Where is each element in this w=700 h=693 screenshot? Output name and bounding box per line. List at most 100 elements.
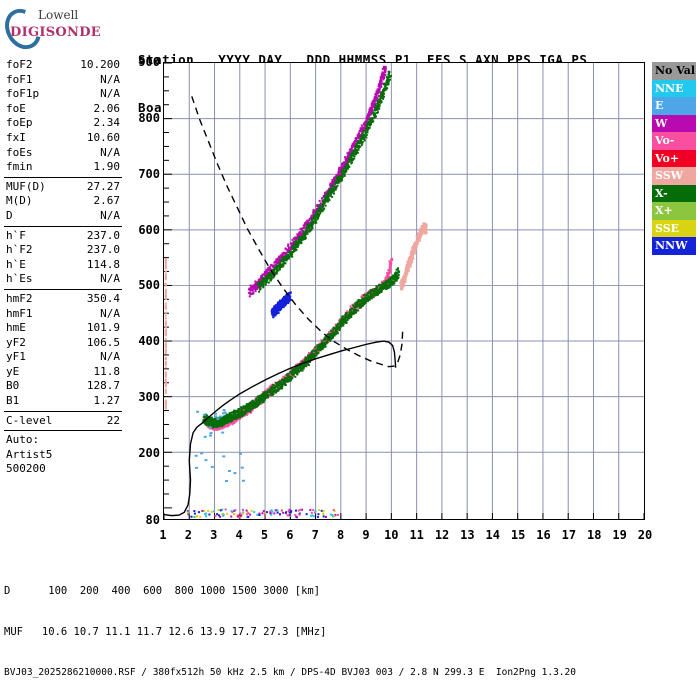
echo-pixel bbox=[389, 79, 391, 81]
echo-pixel bbox=[359, 142, 361, 144]
param-key: fxI bbox=[6, 131, 26, 146]
echo-pixel bbox=[353, 158, 355, 160]
echo-pixel bbox=[283, 262, 285, 264]
echo-pixel bbox=[339, 321, 341, 323]
echo-pixel bbox=[386, 76, 388, 78]
echo-pixel bbox=[317, 217, 319, 219]
param-value: N/A bbox=[100, 73, 120, 88]
echo-pixel bbox=[319, 345, 321, 347]
echo-pixel bbox=[281, 385, 283, 387]
echo-pixel bbox=[218, 422, 220, 424]
echo-pixel bbox=[295, 246, 297, 248]
echo-pixel bbox=[321, 347, 323, 349]
echo-pixel bbox=[355, 309, 357, 311]
param-divider bbox=[4, 411, 122, 412]
echo-pixel bbox=[271, 274, 273, 276]
echo-pixel bbox=[274, 266, 276, 268]
echo-pixel bbox=[294, 248, 296, 250]
echo-pixel bbox=[265, 392, 267, 394]
echo-pixel bbox=[377, 106, 379, 108]
echo-pixel bbox=[294, 372, 296, 374]
echo-pixel bbox=[268, 282, 270, 284]
param-key: D bbox=[6, 209, 13, 224]
echo-pixel bbox=[378, 108, 380, 110]
echo-pixel bbox=[357, 140, 359, 142]
echo-pixel bbox=[242, 414, 244, 416]
echo-pixel bbox=[386, 281, 388, 283]
ionogram-plot-area[interactable] bbox=[163, 62, 645, 520]
param-value: 237.0 bbox=[87, 229, 120, 244]
echo-pixel bbox=[311, 219, 313, 221]
echo-pixel bbox=[260, 288, 262, 290]
echo-pixel bbox=[350, 162, 352, 164]
echo-pixel bbox=[315, 222, 317, 224]
echo-pixel bbox=[338, 167, 340, 169]
echo-pixel bbox=[299, 232, 301, 234]
param-divider bbox=[4, 226, 122, 227]
param-key: h`E bbox=[6, 258, 26, 273]
echo-pixel bbox=[287, 244, 289, 246]
echo-pixel bbox=[376, 286, 378, 288]
echo-pixel bbox=[346, 312, 348, 314]
param-key: foF1 bbox=[6, 73, 33, 88]
echo-pixel bbox=[258, 291, 260, 293]
param-row: foEs N/A bbox=[4, 146, 122, 161]
echo-pixel bbox=[314, 217, 316, 219]
param-key: foEs bbox=[6, 146, 33, 161]
y-axis-tick-label: 80 bbox=[146, 513, 160, 527]
param-value: N/A bbox=[100, 87, 120, 102]
echo-pixel bbox=[384, 71, 386, 73]
echo-pixel bbox=[282, 265, 284, 267]
echo-pixel bbox=[390, 280, 392, 282]
echo-pixel bbox=[338, 329, 340, 331]
echo-pixel bbox=[378, 84, 380, 86]
echo-pixel bbox=[250, 286, 252, 288]
param-key: B1 bbox=[6, 394, 19, 409]
echo-pixel bbox=[293, 243, 295, 245]
echo-pixel bbox=[310, 229, 312, 231]
echo-pixel bbox=[356, 302, 358, 304]
echo-pixel bbox=[373, 117, 375, 119]
param-key: C-level bbox=[6, 414, 52, 429]
echo-pixel bbox=[297, 369, 299, 371]
echo-pixel bbox=[259, 401, 261, 403]
param-value: 350.4 bbox=[87, 292, 120, 307]
echo-pixel bbox=[402, 282, 404, 284]
lowell-digisonde-logo: Lowell DIGISONDE bbox=[6, 6, 126, 48]
param-value: 1.90 bbox=[94, 160, 121, 175]
echo-pixel bbox=[296, 373, 298, 375]
echo-pixel bbox=[288, 373, 290, 375]
echo-pixel bbox=[357, 145, 359, 147]
echo-pixel bbox=[268, 394, 270, 396]
param-key: M(D) bbox=[6, 194, 33, 209]
param-key: foF1p bbox=[6, 87, 39, 102]
echo-pixel bbox=[389, 270, 391, 272]
param-value: N/A bbox=[100, 146, 120, 161]
echo-pixel bbox=[345, 169, 347, 171]
y-axis-tick-label: 800 bbox=[138, 111, 160, 125]
param-key: h`F2 bbox=[6, 243, 33, 258]
echo-pixel bbox=[372, 119, 374, 121]
echo-pixel bbox=[326, 341, 328, 343]
echo-pixel bbox=[287, 381, 289, 383]
echo-pixel bbox=[225, 424, 227, 426]
y-axis-tick-label: 500 bbox=[138, 278, 160, 292]
param-value: 237.0 bbox=[87, 243, 120, 258]
echo-pixel bbox=[266, 281, 268, 283]
echo-pixel bbox=[357, 310, 359, 312]
echo-pixel bbox=[324, 345, 326, 347]
echo-pixel bbox=[366, 131, 368, 133]
param-key: foE bbox=[6, 102, 26, 117]
echo-pixel bbox=[312, 223, 314, 225]
echo-pixel bbox=[355, 153, 357, 155]
echo-pixel bbox=[308, 227, 310, 229]
echo-pixel bbox=[397, 267, 399, 269]
param-key: hmF1 bbox=[6, 307, 33, 322]
y-axis-tick-label: 200 bbox=[138, 446, 160, 460]
echo-pixel bbox=[365, 136, 367, 138]
echo-pixel bbox=[345, 320, 347, 322]
